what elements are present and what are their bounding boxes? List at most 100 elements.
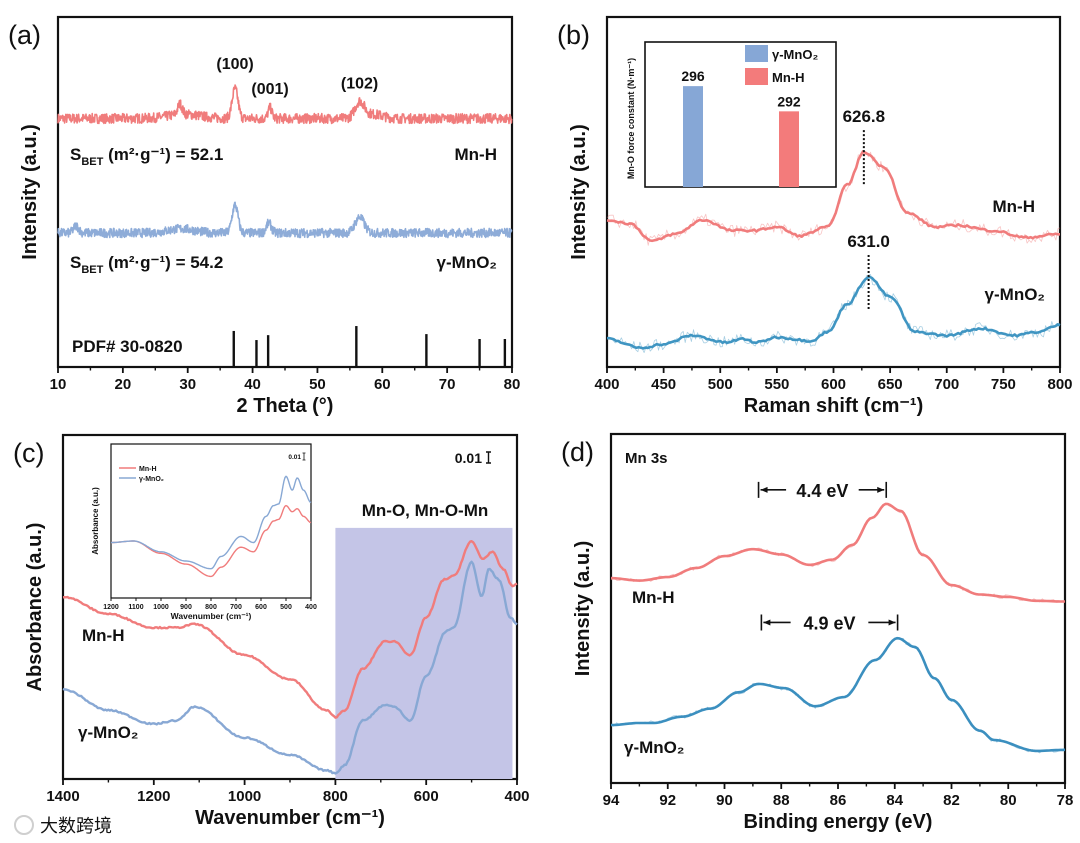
legend-swatch xyxy=(745,68,768,85)
x-tick-label: 800 xyxy=(1047,376,1072,393)
inset-x-tick-label: 900 xyxy=(180,604,192,611)
inset-frame xyxy=(110,443,312,599)
inset-x-tick-label: 700 xyxy=(230,604,242,611)
panel-letter: (d) xyxy=(561,437,594,467)
x-tick-label: 78 xyxy=(1057,792,1074,809)
splitting-bracket xyxy=(757,481,888,498)
series-label: Mn-H xyxy=(632,588,674,607)
bar xyxy=(779,111,799,187)
series-label: Mn-H xyxy=(455,145,497,164)
x-tick-label: 82 xyxy=(943,792,960,809)
plot-frame xyxy=(56,15,514,369)
scale-bar-icon xyxy=(302,452,306,461)
inset-y-axis-label: Absorbance (a.u.) xyxy=(91,487,100,555)
x-tick-label: 86 xyxy=(830,792,847,809)
x-tick-label: 700 xyxy=(934,376,959,393)
x-tick-label: 50 xyxy=(309,376,326,393)
x-tick-label: 600 xyxy=(821,376,846,393)
series-label: Mn-H xyxy=(993,197,1035,216)
x-tick-label: 1000 xyxy=(228,788,261,805)
series-line xyxy=(62,540,518,719)
y-axis-label: Absorbance (a.u.) xyxy=(24,523,46,692)
x-tick-label: 80 xyxy=(504,376,521,393)
watermark-logo-icon xyxy=(14,815,34,835)
x-tick-label: 1200 xyxy=(137,788,170,805)
smoothed-line xyxy=(607,275,1061,350)
x-tick-label: 40 xyxy=(244,376,261,393)
x-tick-label: 800 xyxy=(323,788,348,805)
x-tick-label: 20 xyxy=(115,376,132,393)
x-tick-label: 10 xyxy=(50,376,67,393)
x-tick-label: 550 xyxy=(764,376,789,393)
fitted-line xyxy=(610,502,1065,603)
inset-x-tick-label: 1100 xyxy=(128,604,143,611)
inset-x-tick-label: 400 xyxy=(305,604,317,611)
series-line-mn-h xyxy=(57,84,513,125)
x-axis-label: Wavenumber (cm⁻¹) xyxy=(195,807,385,829)
splitting-bracket xyxy=(760,614,899,631)
x-tick-label: 80 xyxy=(1000,792,1017,809)
inset-y-axis-label: Mn-O force constant (N·m⁻¹) xyxy=(626,58,636,179)
bar-value-label: 292 xyxy=(777,93,801,109)
inset-x-tick-label: 500 xyxy=(280,604,292,611)
inset-x-tick-label: 1200 xyxy=(103,604,119,611)
peak-label: (001) xyxy=(251,81,288,98)
inset-x-tick-label: 1000 xyxy=(153,604,169,611)
peak-label: (100) xyxy=(216,56,253,73)
series-label: γ-MnO₂ xyxy=(985,285,1045,304)
x-axis-label: Raman shift (cm⁻¹) xyxy=(744,395,923,417)
x-tick-label: 500 xyxy=(708,376,733,393)
peak-position-label: 626.8 xyxy=(843,107,886,126)
inset-ftir: 1200 1100 1000 900 800 700 600 500 400 Wavenumber… xyxy=(91,443,317,621)
series-label: γ-MnO₂ xyxy=(624,738,684,757)
panel-letter: (b) xyxy=(557,20,590,50)
inset-bar-chart: 296 γ-MnO₂ 292 Mn-H Mn-O force constant (N·m… xyxy=(626,41,837,188)
legend-label: γ-MnO₂ xyxy=(139,476,164,483)
sbet-label: SBET (m²·g⁻¹) = 54.2 xyxy=(70,253,223,276)
panel-b: 400 450 500 550 600 650 700 750 800 Raman shift (… xyxy=(557,15,1073,417)
inset-x-tick-label: 600 xyxy=(255,604,267,611)
splitting-label: 4.9 eV xyxy=(803,613,855,633)
inset-x-axis-label: Wavenumber (cm⁻¹) xyxy=(171,611,252,621)
scale-bar-icon xyxy=(486,451,491,464)
x-tick-label: 750 xyxy=(991,376,1016,393)
bar xyxy=(683,86,703,187)
watermark: 大数跨境 xyxy=(40,816,112,836)
legend-swatch xyxy=(745,45,768,62)
inset-frame xyxy=(644,41,837,188)
x-axis-label: Binding energy (eV) xyxy=(744,811,933,833)
series-label: γ-MnO₂ xyxy=(437,253,497,272)
legend-label: Mn-H xyxy=(772,70,805,85)
series-label: Mn-H xyxy=(82,626,124,645)
y-axis-label: Intensity (a.u.) xyxy=(568,124,590,260)
sbet-label: SBET (m²·g⁻¹) = 52.1 xyxy=(70,145,223,168)
legend-label: Mn-H xyxy=(139,466,157,473)
x-tick-label: 400 xyxy=(594,376,619,393)
x-tick-label: 90 xyxy=(716,792,733,809)
panel-a: 10 20 30 40 50 60 70 80 2 Theta (°) Intensity (a.… xyxy=(8,15,521,417)
series-line xyxy=(62,560,518,775)
x-axis-label: 2 Theta (°) xyxy=(237,395,334,417)
inset-series-line xyxy=(111,475,312,570)
series-line-gamma-mno2 xyxy=(57,201,513,239)
inset-scale-bar-label: 0.01 xyxy=(288,454,301,461)
panel-d: 94 92 90 88 86 84 82 80 78 Binding energy (eV) Int… xyxy=(561,432,1074,833)
panel-c: 1400 1200 1000 800 600 400 Wavenumber (cm⁻¹) Ab… xyxy=(13,433,530,829)
core-level-title: Mn 3s xyxy=(625,450,668,467)
x-tick-label: 400 xyxy=(504,788,529,805)
x-tick-label: 70 xyxy=(439,376,456,393)
smoothed-line xyxy=(606,150,1060,243)
x-tick-label: 92 xyxy=(659,792,676,809)
x-tick-label: 450 xyxy=(651,376,676,393)
scale-bar-label: 0.01 xyxy=(455,450,482,466)
peak-label: (102) xyxy=(341,76,378,93)
panel-letter: (a) xyxy=(8,20,41,50)
highlight-region xyxy=(335,527,513,779)
region-label: Mn-O, Mn-O-Mn xyxy=(362,501,489,520)
y-axis-label: Intensity (a.u.) xyxy=(572,541,594,677)
legend-label: γ-MnO₂ xyxy=(772,47,818,62)
raw-data-line xyxy=(610,637,1066,754)
x-tick-label: 60 xyxy=(374,376,391,393)
raw-data-line xyxy=(610,503,1066,603)
splitting-label: 4.4 eV xyxy=(796,481,848,501)
